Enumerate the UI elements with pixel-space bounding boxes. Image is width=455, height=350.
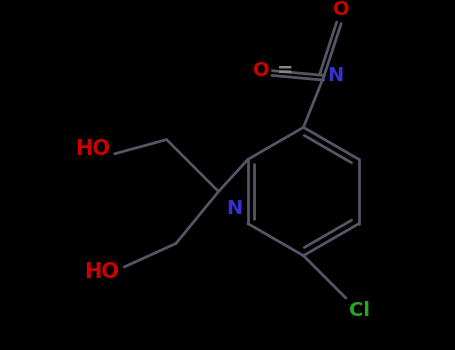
Text: HO: HO	[75, 139, 110, 159]
Text: N: N	[327, 66, 343, 85]
Text: O: O	[253, 61, 269, 80]
Text: O: O	[333, 0, 349, 19]
Text: N: N	[226, 199, 243, 218]
Text: HO: HO	[85, 262, 120, 282]
Text: Cl: Cl	[349, 301, 370, 320]
Text: =: =	[277, 61, 293, 80]
